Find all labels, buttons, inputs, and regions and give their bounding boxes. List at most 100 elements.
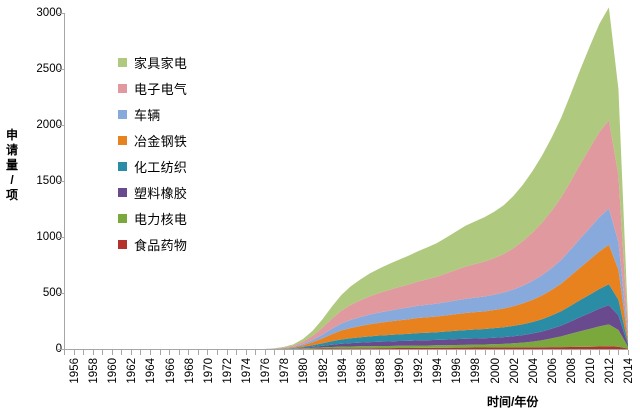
x-tick-mark	[618, 350, 620, 355]
y-tick-label: 2000	[36, 119, 62, 131]
x-tick-label: 1994	[432, 358, 445, 384]
legend-label: 家具家电	[134, 55, 188, 71]
legend-item[interactable]: 塑料橡胶	[118, 179, 228, 205]
area-series	[64, 324, 628, 349]
legend-item[interactable]: 化工纺织	[118, 153, 228, 179]
x-tick-mark	[532, 350, 534, 355]
x-tick-mark	[446, 350, 448, 355]
x-tick-mark	[608, 350, 610, 355]
x-tick-mark	[274, 350, 276, 355]
y-tick-mark	[58, 125, 64, 126]
y-tick-mark	[58, 349, 64, 350]
x-tick-mark	[283, 350, 285, 355]
legend-item[interactable]: 食品药物	[118, 231, 228, 257]
x-tick-mark	[398, 350, 400, 355]
x-tick-label: 2012	[604, 358, 617, 384]
x-tick-mark	[140, 350, 142, 355]
legend-swatch-icon	[118, 187, 127, 197]
x-tick-label: 1990	[394, 358, 407, 384]
legend-swatch-icon	[118, 239, 127, 249]
x-tick-label: 1976	[260, 358, 273, 384]
x-tick-mark	[541, 350, 543, 355]
x-tick-mark	[236, 350, 238, 355]
x-tick-mark	[178, 350, 180, 355]
x-tick-mark	[92, 350, 94, 355]
x-tick-label: 1972	[221, 358, 234, 384]
x-tick-mark	[159, 350, 161, 355]
legend-label: 车辆	[134, 107, 161, 123]
x-tick-mark	[465, 350, 467, 355]
x-tick-mark	[150, 350, 152, 355]
chart-legend: 家具家电电子电气车辆冶金钢铁化工纺织塑料橡胶电力核电食品药物	[118, 49, 228, 257]
x-tick-mark	[197, 350, 199, 355]
y-tick-mark	[58, 69, 64, 70]
x-tick-mark	[379, 350, 381, 355]
legend-swatch-icon	[118, 135, 127, 145]
legend-label: 冶金钢铁	[134, 133, 188, 149]
x-tick-mark	[302, 350, 304, 355]
x-tick-mark	[417, 350, 419, 355]
legend-label: 食品药物	[134, 237, 188, 253]
area-series	[64, 120, 628, 349]
plot-area	[64, 7, 628, 350]
area-series	[64, 346, 628, 349]
x-tick-mark	[570, 350, 572, 355]
x-tick-mark	[589, 350, 591, 355]
legend-swatch-icon	[118, 83, 127, 93]
x-axis-title: 时间/年份	[487, 395, 539, 409]
x-tick-label: 1986	[355, 358, 368, 384]
x-tick-label: 1982	[317, 358, 330, 384]
x-tick-mark	[331, 350, 333, 355]
x-tick-mark	[312, 350, 314, 355]
y-tick-mark	[58, 181, 64, 182]
x-tick-mark	[121, 350, 123, 355]
legend-swatch-icon	[118, 161, 127, 171]
x-tick-label: 1980	[298, 358, 311, 384]
x-tick-mark	[427, 350, 429, 355]
x-tick-mark	[341, 350, 343, 355]
x-tick-label: 2000	[489, 358, 502, 384]
x-tick-label: 2004	[527, 358, 540, 384]
x-tick-label: 2014	[623, 358, 636, 384]
x-tick-mark	[360, 350, 362, 355]
x-tick-label: 1958	[88, 358, 101, 384]
x-tick-label: 1978	[279, 358, 292, 384]
x-tick-mark	[350, 350, 352, 355]
x-tick-mark	[293, 350, 295, 355]
x-tick-mark	[551, 350, 553, 355]
x-tick-mark	[522, 350, 524, 355]
x-tick-label: 2002	[508, 358, 521, 384]
y-tick-label: 3000	[36, 7, 62, 19]
legend-label: 电力核电	[134, 211, 188, 227]
x-tick-mark	[484, 350, 486, 355]
legend-item[interactable]: 冶金钢铁	[118, 127, 228, 153]
y-tick-label: 500	[42, 287, 62, 299]
x-tick-mark	[599, 350, 601, 355]
x-tick-mark	[216, 350, 218, 355]
x-tick-mark	[475, 350, 477, 355]
x-tick-mark	[73, 350, 75, 355]
x-tick-mark	[389, 350, 391, 355]
y-tick-mark	[58, 237, 64, 238]
x-tick-mark	[455, 350, 457, 355]
x-tick-mark	[245, 350, 247, 355]
legend-item[interactable]: 电子电气	[118, 75, 228, 101]
x-tick-label: 2006	[546, 358, 559, 384]
x-tick-label: 1988	[374, 358, 387, 384]
legend-item[interactable]: 家具家电	[118, 49, 228, 75]
x-tick-mark	[628, 350, 629, 355]
x-tick-mark	[494, 350, 496, 355]
legend-label: 化工纺织	[134, 159, 188, 175]
x-tick-mark	[169, 350, 171, 355]
legend-label: 电子电气	[134, 81, 188, 97]
y-tick-label: 2500	[36, 63, 62, 75]
x-tick-mark	[64, 350, 65, 355]
legend-item[interactable]: 电力核电	[118, 205, 228, 231]
x-tick-label: 1974	[241, 358, 254, 384]
x-tick-mark	[111, 350, 113, 355]
x-tick-label: 1968	[183, 358, 196, 384]
legend-item[interactable]: 车辆	[118, 101, 228, 127]
x-tick-mark	[369, 350, 371, 355]
x-tick-label: 1970	[202, 358, 215, 384]
x-tick-mark	[503, 350, 505, 355]
